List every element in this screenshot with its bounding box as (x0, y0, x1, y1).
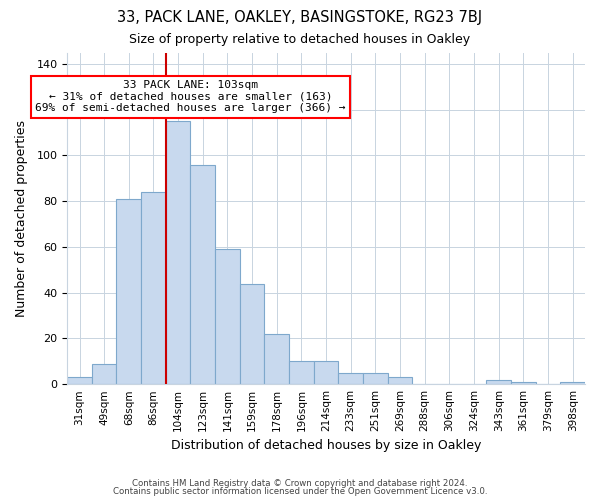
Bar (289, 362, 314, 384)
Bar (215, 249, 240, 384)
Text: 33, PACK LANE, OAKLEY, BASINGSTOKE, RG23 7BJ: 33, PACK LANE, OAKLEY, BASINGSTOKE, RG23… (118, 10, 482, 25)
Bar (388, 378, 412, 384)
Bar (92, 364, 116, 384)
Bar (141, 192, 166, 384)
Bar (67, 378, 92, 384)
Bar (116, 199, 141, 384)
Bar (487, 380, 511, 384)
Bar (363, 372, 388, 384)
Bar (560, 382, 585, 384)
Text: Contains public sector information licensed under the Open Government Licence v3: Contains public sector information licen… (113, 487, 487, 496)
Bar (265, 334, 289, 384)
Bar (166, 121, 190, 384)
Text: Contains HM Land Registry data © Crown copyright and database right 2024.: Contains HM Land Registry data © Crown c… (132, 478, 468, 488)
Bar (314, 362, 338, 384)
Text: 33 PACK LANE: 103sqm
← 31% of detached houses are smaller (163)
69% of semi-deta: 33 PACK LANE: 103sqm ← 31% of detached h… (35, 80, 346, 113)
Bar (240, 284, 265, 384)
Text: Size of property relative to detached houses in Oakley: Size of property relative to detached ho… (130, 32, 470, 46)
Bar (511, 382, 536, 384)
Bar (190, 164, 215, 384)
Y-axis label: Number of detached properties: Number of detached properties (15, 120, 28, 317)
X-axis label: Distribution of detached houses by size in Oakley: Distribution of detached houses by size … (171, 440, 481, 452)
Bar (338, 372, 363, 384)
